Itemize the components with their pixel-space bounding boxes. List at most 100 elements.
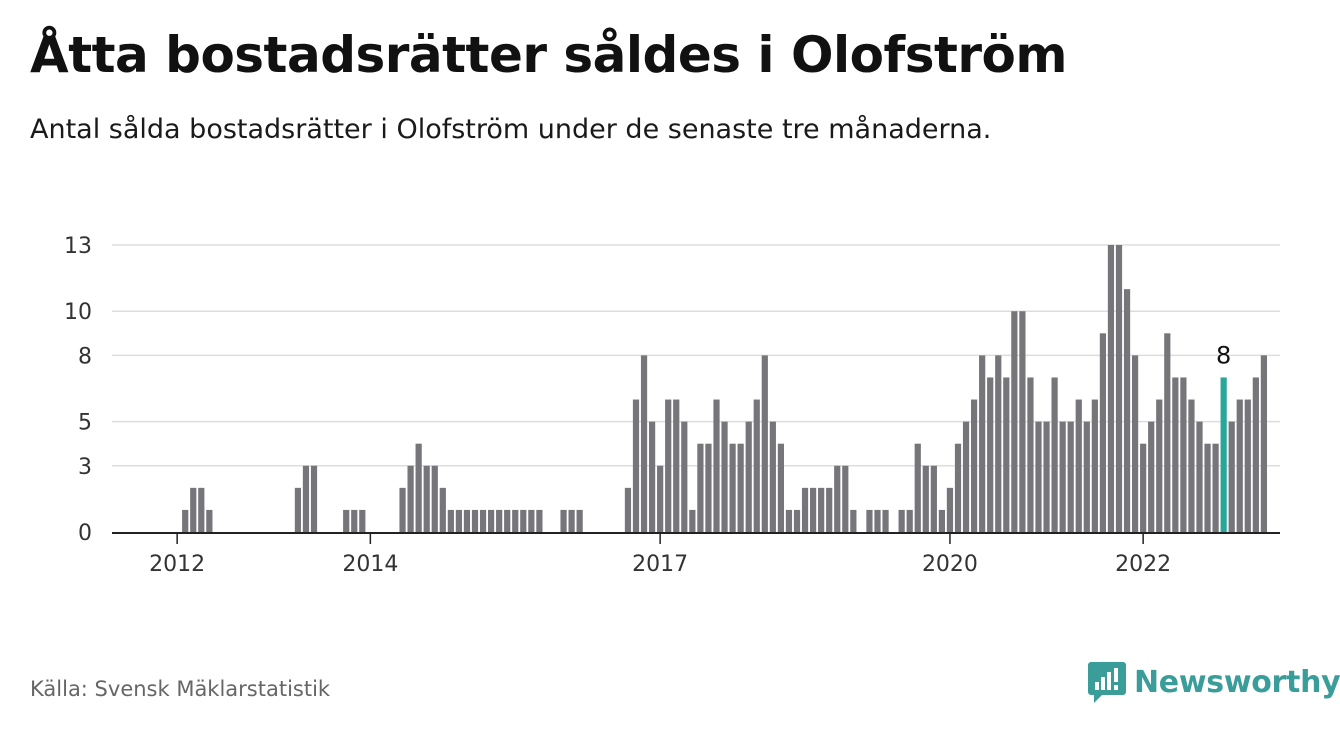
bar (842, 465, 849, 532)
grid-lines (112, 244, 1280, 467)
bar (343, 509, 350, 532)
bar (182, 509, 189, 532)
bar (906, 509, 913, 532)
bar (496, 509, 503, 532)
bar (1228, 421, 1235, 532)
bar (810, 487, 817, 532)
bar (681, 421, 688, 532)
bar (1148, 421, 1155, 532)
bar (399, 487, 406, 532)
bar (1252, 377, 1259, 532)
bar (1164, 333, 1171, 532)
bars (182, 245, 1267, 532)
y-tick-label: 3 (78, 455, 92, 480)
bar (463, 509, 471, 532)
bar (826, 487, 833, 532)
x-tick-label: 2020 (922, 552, 978, 577)
bar (777, 443, 784, 532)
bar (979, 355, 986, 532)
highlight-value-label: 8 (1216, 341, 1231, 369)
bar (560, 509, 567, 532)
bar (882, 509, 889, 532)
bar (987, 377, 994, 532)
source-note: Källa: Svensk Mäklarstatistik (30, 677, 331, 701)
bar (1260, 355, 1267, 532)
bar (1107, 245, 1115, 532)
value-labels: 8 (1216, 341, 1231, 369)
bar (1043, 421, 1050, 532)
bar (1059, 421, 1066, 532)
bar (697, 443, 704, 532)
x-tick-label: 2022 (1115, 552, 1171, 577)
bar (1019, 311, 1026, 532)
y-tick-label: 0 (78, 521, 92, 546)
bar (834, 465, 841, 532)
bar (1180, 377, 1187, 532)
y-tick-label: 5 (78, 411, 92, 436)
x-tick-label: 2012 (149, 552, 205, 577)
bar (528, 509, 535, 532)
bar (520, 509, 527, 532)
bar (954, 443, 962, 532)
bar (673, 399, 680, 532)
chart-title: Åtta bostadsrätter såldes i Olofström (30, 26, 1068, 84)
bar (745, 421, 752, 532)
bar (971, 399, 978, 532)
bar (649, 421, 656, 532)
y-tick-label: 13 (64, 234, 92, 259)
bar (793, 509, 801, 532)
bar (769, 421, 776, 532)
bar (632, 399, 640, 532)
bar (302, 465, 310, 532)
bar (665, 399, 672, 532)
highlighted-bar (1220, 377, 1227, 532)
bar (898, 509, 905, 532)
brand-logo: Newsworthy (1088, 660, 1340, 704)
bar (624, 487, 632, 532)
bar (431, 465, 438, 532)
bar (1156, 399, 1163, 532)
bar (504, 509, 511, 532)
bar (866, 509, 873, 532)
bar (471, 509, 479, 532)
bar (713, 399, 720, 532)
bar (1204, 443, 1211, 532)
bar (447, 509, 454, 532)
bar (995, 355, 1002, 532)
bar (1027, 377, 1034, 532)
x-tick-label: 2017 (632, 552, 688, 577)
bar (1140, 443, 1147, 532)
bar (455, 509, 462, 532)
bar (479, 509, 487, 532)
bar (874, 509, 881, 532)
bar (962, 421, 970, 532)
bar (818, 487, 825, 532)
x-axis-ticks: 2012 2014 2017 2020 2022 (149, 534, 1171, 577)
bar (1075, 399, 1082, 532)
bar (310, 465, 318, 532)
bar (439, 487, 446, 532)
chart-subtitle: Antal sålda bostadsrätter i Olofström un… (30, 114, 992, 145)
bar (801, 487, 809, 532)
bar (415, 443, 422, 532)
bar (914, 443, 921, 532)
bar (689, 509, 696, 532)
bar (576, 509, 583, 532)
bar (640, 355, 648, 532)
bar (721, 421, 728, 532)
bar (1244, 399, 1251, 532)
bar (198, 487, 205, 532)
bar (1172, 377, 1179, 532)
bar (657, 465, 664, 532)
bar (938, 509, 945, 532)
bar (729, 443, 736, 532)
bar (785, 509, 793, 532)
bar (1051, 377, 1058, 532)
bar (761, 355, 768, 532)
x-tick-label: 2014 (342, 552, 398, 577)
bar (1003, 377, 1010, 532)
bar (423, 465, 430, 532)
y-tick-label: 8 (78, 344, 92, 369)
bar (488, 509, 495, 532)
